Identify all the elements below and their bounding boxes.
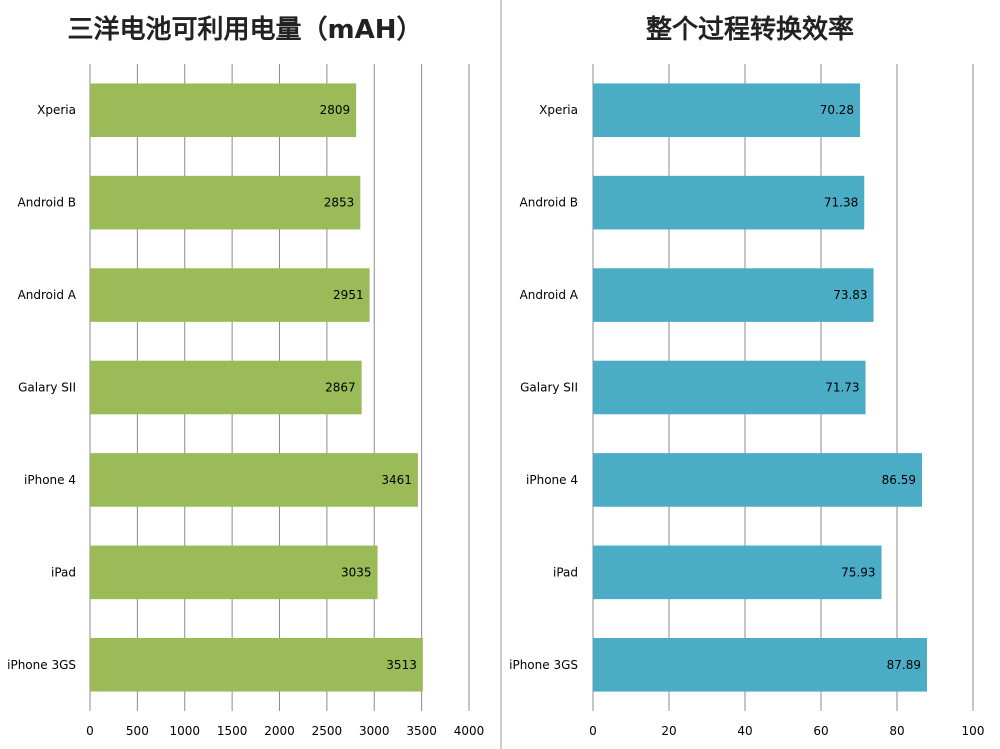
bar bbox=[90, 637, 423, 692]
x-tick-label: 2500 bbox=[312, 724, 343, 738]
bar bbox=[90, 268, 370, 322]
category-label: iPhone 3GS bbox=[7, 658, 76, 672]
category-label: Android A bbox=[520, 288, 579, 302]
chart-conversion-efficiency: 整个过程转换效率 Xperia Android B Android A Galary … bbox=[509, 14, 984, 738]
x-tick-label: 4000 bbox=[454, 724, 485, 738]
category-label: iPad bbox=[51, 565, 76, 579]
bar bbox=[90, 83, 357, 138]
category-label: Galary SII bbox=[18, 381, 76, 395]
category-label: iPad bbox=[553, 565, 578, 579]
bar bbox=[90, 453, 418, 507]
data-labels: 2809 2853 2951 2867 3461 3035 3513 bbox=[320, 103, 417, 672]
x-tick-label: 0 bbox=[86, 724, 94, 738]
category-label: Xperia bbox=[539, 103, 578, 117]
bar bbox=[593, 268, 874, 322]
x-axis-ticks: 0 500 1000 1500 2000 2500 3000 3500 4000 bbox=[86, 724, 484, 738]
data-label: 86.59 bbox=[882, 473, 916, 487]
bar bbox=[593, 360, 866, 415]
x-tick-label: 0 bbox=[589, 724, 597, 738]
x-tick-label: 80 bbox=[889, 724, 904, 738]
data-label: 2853 bbox=[324, 196, 355, 210]
bar bbox=[593, 83, 861, 138]
data-labels: 70.28 71.38 73.83 71.73 86.59 75.93 87.89 bbox=[820, 103, 921, 672]
category-labels: Xperia Android B Android A Galary SII iPhone… bbox=[509, 103, 579, 672]
category-labels: Xperia Android B Android A Galary SII iPhone… bbox=[7, 103, 77, 672]
data-label: 2951 bbox=[333, 288, 364, 302]
chart-battery-capacity: 三洋电池可利用电量（mAH） Xperia Android B Android A G… bbox=[7, 14, 484, 738]
x-tick-label: 1000 bbox=[169, 724, 200, 738]
category-label: Xperia bbox=[37, 103, 76, 117]
x-tick-label: 2000 bbox=[264, 724, 295, 738]
bar bbox=[90, 175, 361, 230]
bar bbox=[90, 360, 362, 415]
data-label: 87.89 bbox=[887, 658, 921, 672]
data-label: 71.38 bbox=[824, 196, 858, 210]
data-label: 70.28 bbox=[820, 103, 854, 117]
chart-title: 整个过程转换效率 bbox=[646, 14, 854, 45]
data-label: 2809 bbox=[320, 103, 351, 117]
category-label: iPhone 3GS bbox=[509, 658, 578, 672]
data-label: 2867 bbox=[325, 381, 356, 395]
x-axis-ticks: 0 20 40 60 80 100 bbox=[589, 724, 984, 738]
x-tick-label: 20 bbox=[661, 724, 676, 738]
bars bbox=[90, 83, 423, 692]
x-tick-label: 3500 bbox=[406, 724, 437, 738]
category-label: Android B bbox=[18, 196, 76, 210]
bar bbox=[593, 175, 865, 230]
x-tick-label: 100 bbox=[962, 724, 985, 738]
category-label: Android B bbox=[520, 196, 578, 210]
x-tick-label: 500 bbox=[126, 724, 149, 738]
bars bbox=[593, 83, 927, 692]
data-label: 71.73 bbox=[825, 381, 859, 395]
data-label: 3513 bbox=[386, 658, 417, 672]
data-label: 3035 bbox=[341, 565, 372, 579]
data-label: 3461 bbox=[381, 473, 412, 487]
x-tick-label: 3000 bbox=[359, 724, 390, 738]
x-tick-label: 60 bbox=[813, 724, 828, 738]
data-label: 73.83 bbox=[833, 288, 867, 302]
category-label: Galary SII bbox=[520, 381, 578, 395]
category-label: Android A bbox=[18, 288, 77, 302]
bar bbox=[593, 637, 927, 692]
category-label: iPhone 4 bbox=[24, 473, 76, 487]
category-label: iPhone 4 bbox=[526, 473, 578, 487]
x-tick-label: 1500 bbox=[217, 724, 248, 738]
chart-title: 三洋电池可利用电量（mAH） bbox=[68, 14, 423, 45]
bar bbox=[593, 453, 923, 507]
data-label: 75.93 bbox=[841, 565, 875, 579]
x-tick-label: 40 bbox=[737, 724, 752, 738]
bar bbox=[90, 545, 378, 600]
bar bbox=[593, 545, 882, 600]
